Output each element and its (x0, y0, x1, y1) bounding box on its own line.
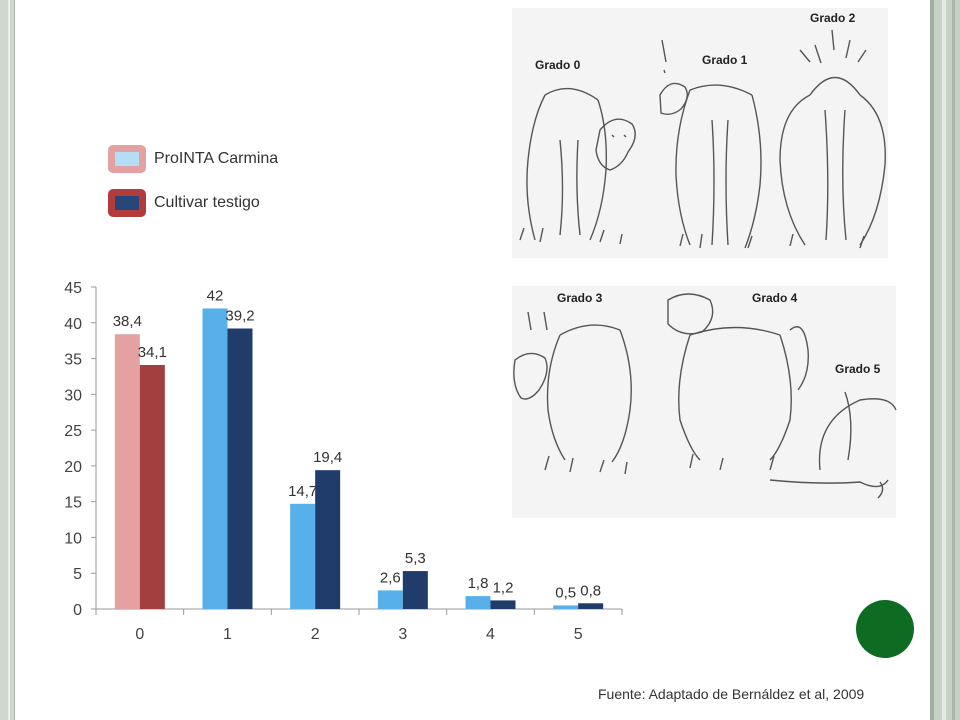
source-caption: Fuente: Adaptado de Bernáldez et al, 200… (598, 686, 865, 702)
grade-label-2: Grado 2 (810, 11, 856, 25)
illustration-panel-bottom (512, 286, 896, 518)
right-frame-stripe (930, 0, 934, 720)
bar-carmina-3 (377, 590, 403, 609)
bar-value-label: 34,1 (138, 344, 167, 361)
grade-label-3: Grado 3 (557, 291, 603, 305)
bar-value-label: 42 (207, 287, 224, 304)
right-frame-stripe (942, 0, 946, 720)
bar-value-label: 0,8 (580, 582, 601, 599)
bar-carmina-4 (465, 596, 491, 609)
illustration-panel-top (512, 8, 888, 258)
left-frame-stripe (8, 0, 10, 720)
bar-testigo-4 (490, 600, 516, 609)
cow-illustrations: Grado 0 Grado 1 Grado 2 Grado 3 Grado 4 … (512, 8, 897, 518)
y-tick-label: 5 (73, 566, 82, 583)
chart-legend: ProINTA Carmina Cultivar testigo (108, 145, 278, 233)
y-tick-label: 15 (64, 495, 82, 512)
bar-value-label: 2,6 (380, 569, 401, 586)
legend-swatch-inner (115, 152, 139, 166)
legend-swatch-carmina (108, 145, 146, 173)
bar-value-label: 1,8 (468, 575, 489, 592)
bar-carmina-0 (114, 334, 140, 609)
y-tick-label: 30 (64, 387, 82, 404)
green-circle (856, 600, 914, 658)
cow-sketch-grado-1 (659, 39, 762, 249)
y-tick-label: 25 (64, 423, 82, 440)
bar-testigo-2 (315, 470, 341, 609)
x-tick-label: 3 (398, 626, 407, 643)
left-frame-border (0, 0, 15, 720)
bar-carmina-5 (553, 605, 579, 609)
grade-label-0: Grado 0 (535, 58, 581, 72)
x-tick-label: 2 (311, 626, 320, 643)
legend-label-carmina: ProINTA Carmina (154, 150, 279, 167)
bar-value-label: 19,4 (313, 449, 342, 466)
x-tick-label: 1 (223, 626, 232, 643)
bar-value-label: 14,7 (288, 483, 317, 500)
cow-sketch-grado-0 (519, 87, 636, 245)
grade-label-1: Grado 1 (702, 53, 748, 67)
bar-testigo-0 (139, 364, 165, 609)
y-tick-label: 20 (64, 459, 82, 476)
bar-carmina-2 (290, 503, 316, 609)
cow-sketch-grado-2 (779, 29, 886, 249)
grade-label-4: Grado 4 (752, 291, 798, 305)
x-tick-label: 4 (486, 626, 495, 643)
bar-value-label: 0,5 (555, 584, 576, 601)
bar-value-label: 1,2 (493, 579, 514, 596)
bar-value-label: 39,2 (225, 308, 254, 325)
cow-sketch-grado-3 (513, 311, 632, 475)
x-tick-label: 5 (574, 626, 583, 643)
cow-sketch-grado-4 (667, 293, 809, 471)
bar-value-label: 38,4 (113, 313, 142, 330)
bar-testigo-1 (227, 328, 253, 609)
y-tick-label: 40 (64, 316, 82, 333)
legend-swatch-inner (115, 196, 139, 210)
right-frame-stripe (952, 0, 955, 720)
y-tick-label: 35 (64, 352, 82, 369)
y-tick-label: 0 (73, 602, 82, 619)
y-tick-label: 45 (64, 280, 82, 297)
cow-sketch-grado-5 (769, 391, 897, 499)
legend-swatch-testigo (108, 189, 146, 217)
bar-value-label: 5,3 (405, 550, 426, 567)
y-tick-label: 10 (64, 530, 82, 547)
bar-carmina-1 (202, 308, 228, 609)
legend-item-carmina: ProINTA Carmina (108, 145, 278, 173)
right-frame-border (930, 0, 960, 720)
bar-testigo-5 (578, 603, 604, 609)
bar-testigo-3 (402, 571, 428, 609)
grade-label-5: Grado 5 (835, 362, 881, 376)
x-tick-label: 0 (135, 626, 144, 643)
legend-label-testigo: Cultivar testigo (154, 194, 260, 211)
legend-item-testigo: Cultivar testigo (108, 189, 278, 217)
